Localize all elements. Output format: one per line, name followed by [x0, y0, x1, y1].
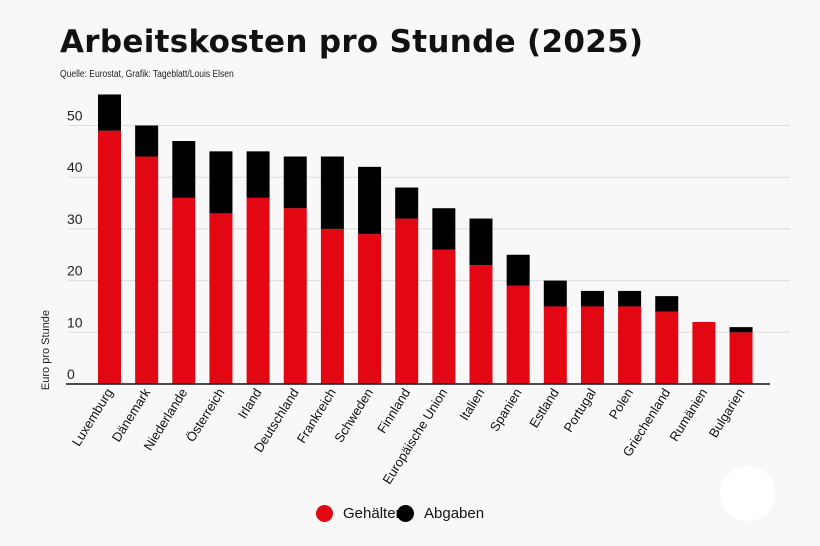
bar-abgaben	[135, 125, 159, 157]
bar-abgaben	[432, 208, 456, 250]
bar-gehaelter	[320, 228, 344, 384]
legend-swatch-gehaelter	[316, 505, 333, 522]
bar-abgaben	[246, 151, 270, 198]
legend-item-gehaelter: Gehälter	[316, 505, 401, 522]
bar-gehaelter	[98, 130, 121, 384]
chart-title: Arbeitskosten pro Stunde (2025)	[60, 24, 644, 60]
x-tick-label: Italien	[456, 386, 487, 423]
y-axis-label: Euro pro Stunde	[40, 310, 52, 390]
x-tick-label: Portugal	[561, 386, 599, 435]
legend-item-abgaben: Abgaben	[397, 505, 484, 522]
bar-gehaelter	[655, 311, 679, 384]
y-tick-label: 30	[67, 211, 83, 227]
bar-gehaelter	[618, 306, 642, 384]
legend-label-abgaben: Abgaben	[424, 505, 485, 522]
bar-gehaelter	[172, 197, 196, 384]
x-tick-label: Estland	[526, 386, 562, 431]
bar-gehaelter	[283, 208, 307, 384]
bar-gehaelter	[729, 332, 753, 384]
bar-gehaelter	[395, 218, 419, 384]
legend-swatch-abgaben	[397, 505, 414, 522]
legend-label-gehaelter: Gehälter	[343, 505, 401, 522]
x-tick-label: Bulgarien	[706, 386, 748, 441]
bar-abgaben	[729, 327, 753, 333]
bar-abgaben	[469, 218, 493, 266]
bar-gehaelter	[432, 249, 456, 384]
bar-gehaelter	[135, 156, 159, 384]
bar-abgaben	[283, 156, 307, 209]
bar-gehaelter	[246, 197, 270, 384]
bar-abgaben	[543, 280, 567, 307]
x-tick-label: Irland	[235, 386, 265, 422]
bar-gehaelter	[543, 306, 567, 384]
y-tick-label: 40	[67, 159, 83, 175]
bar-gehaelter	[358, 234, 382, 384]
y-tick-label: 50	[67, 108, 83, 124]
bar-abgaben	[98, 94, 121, 131]
bar-gehaelter	[692, 321, 716, 384]
chart-source: Quelle: Eurostat, Grafik: Tageblatt/Loui…	[60, 69, 234, 80]
x-tick-label: Finnland	[374, 386, 413, 436]
bar-abgaben	[506, 254, 530, 286]
x-tick-label: Polen	[606, 386, 636, 422]
bar-abgaben	[358, 166, 382, 235]
bar-gehaelter	[506, 285, 530, 384]
tageblatt-logo	[720, 466, 775, 521]
bar-gehaelter	[209, 213, 233, 384]
y-tick-label: 0	[67, 366, 75, 382]
bar-abgaben	[209, 151, 233, 214]
x-tick-label: Rumänien	[666, 386, 710, 444]
bar-abgaben	[320, 156, 344, 229]
bar-abgaben	[618, 290, 642, 307]
bar-abgaben	[395, 187, 419, 219]
bar-gehaelter	[580, 306, 604, 384]
bar-abgaben	[655, 296, 679, 312]
bar-abgaben	[580, 290, 604, 307]
y-tick-label: 10	[67, 314, 83, 330]
bar-abgaben	[172, 141, 196, 198]
x-tick-label: Luxemburg	[69, 386, 116, 449]
y-tick-label: 20	[67, 263, 83, 279]
x-tick-label: Spanien	[487, 386, 525, 434]
bar-gehaelter	[469, 265, 493, 384]
